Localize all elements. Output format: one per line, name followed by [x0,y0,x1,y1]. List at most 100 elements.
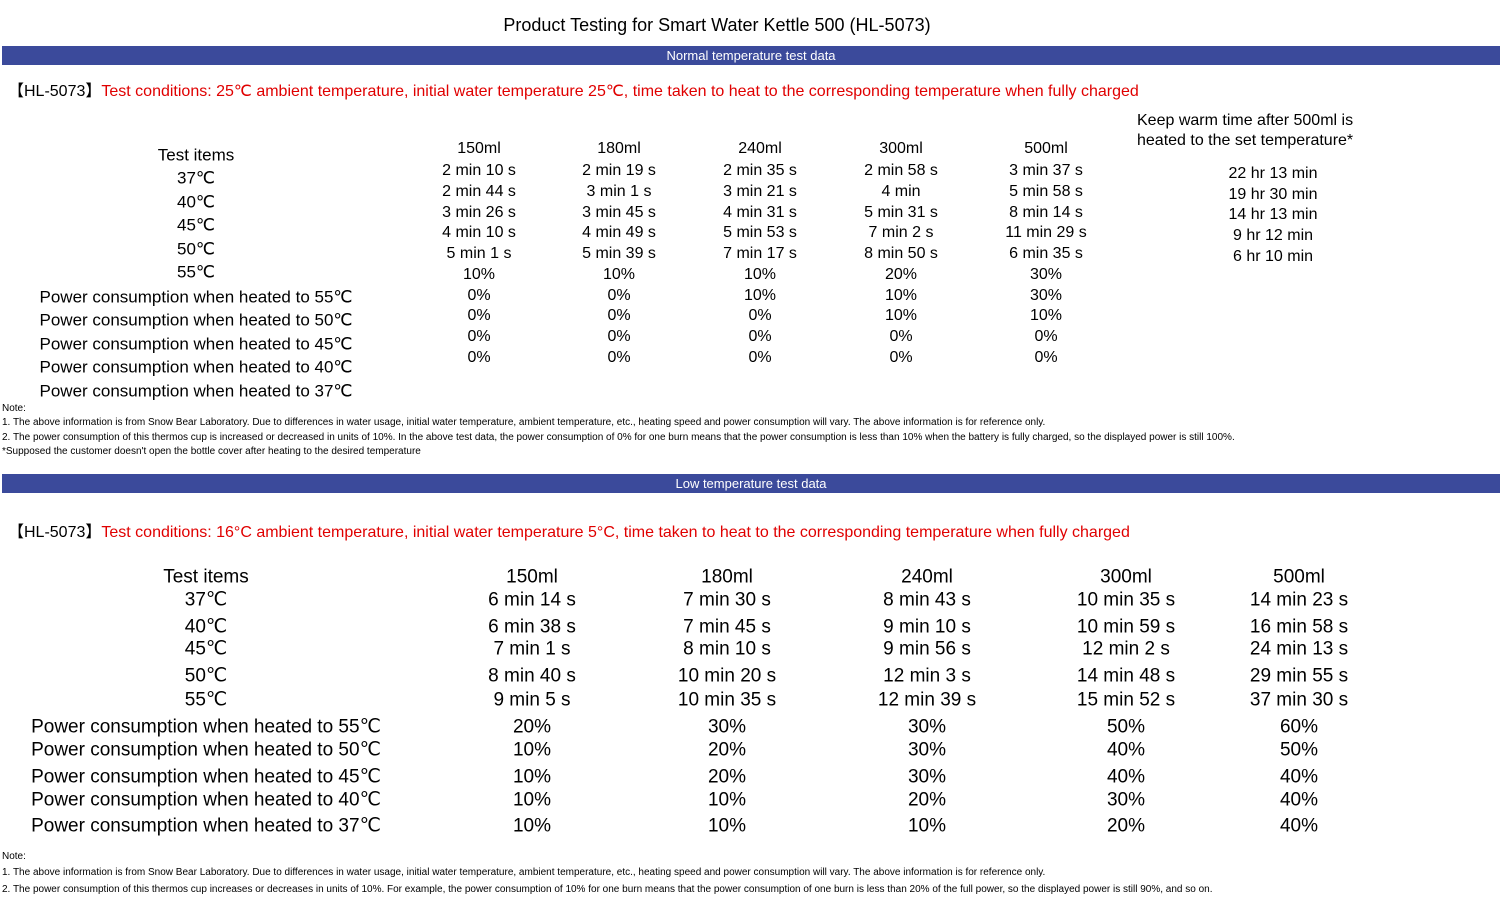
cell: 0% [748,349,772,366]
cell: 7 min 17 s [723,245,797,262]
cell: 30% [707,716,747,738]
cell: 2 min 58 s [864,162,938,179]
cell: 6 min 38 s [488,616,576,638]
cell: 29 min 55 s [1249,665,1349,687]
cell: 10% [707,789,747,811]
cell: 10% [884,287,918,304]
section-banner: Normal temperature test data [2,46,1500,65]
cell: 24 min 13 s [1249,638,1349,660]
keep-warm-value: 6 hr 10 min [1232,247,1314,265]
row-label: 55℃ [176,262,216,282]
keep-warm-value: 14 hr 13 min [1228,206,1318,224]
cell: 50% [1106,716,1146,738]
cell: 40% [1106,739,1146,761]
cell: 4 min [881,183,921,200]
keep-warm-value: 9 hr 12 min [1232,227,1314,245]
cell: 3 min 45 s [582,204,656,221]
cell: 0% [467,287,491,304]
cell: 2 min 35 s [723,162,797,179]
cell: 3 min 37 s [1009,162,1083,179]
row-label: Power consumption when heated to 45℃ [31,766,381,788]
cell: 5 min 53 s [723,224,797,241]
row-label: 37℃ [184,589,228,611]
section-banner: Low temperature test data [2,474,1500,493]
cell: 10 min 20 s [677,665,777,687]
cell: 14 min 23 s [1249,589,1349,611]
cell: 0% [467,307,491,324]
row-label: Power consumption when heated to 55℃ [31,716,381,738]
column-header: 180ml [597,140,641,157]
cell: 0% [1034,328,1058,345]
row-label: 55℃ [184,689,228,711]
column-header: 240ml [901,566,953,588]
title: Product Testing for Smart Water Kettle 5… [503,15,931,35]
cell: 5 min 31 s [864,204,938,221]
cell: 6 min 14 s [488,589,576,611]
cell: 10% [512,739,552,761]
cell: 10% [907,815,947,837]
cell: 10% [743,287,777,304]
cell: 8 min 50 s [864,245,938,262]
cell: 4 min 10 s [442,224,516,241]
note: *Supposed the customer doesn't open the … [2,446,421,457]
test-conditions: Test conditions: 16°C ambient temperatur… [101,524,1130,541]
cell: 10% [602,266,636,283]
cell: 30% [907,739,947,761]
cell: 40% [1279,815,1319,837]
cell: 0% [889,349,913,366]
cell: 2 min 10 s [442,162,516,179]
cell: 10 min 59 s [1076,616,1176,638]
note: 1. The above information is from Snow Be… [2,867,1046,878]
model-prefix: 【HL-5073】 [8,83,102,100]
test-conditions: Test conditions: 25℃ ambient temperature… [101,83,1139,100]
cell: 2 min 44 s [442,183,516,200]
row-label: 50℃ [176,239,216,259]
row-label: 45℃ [184,638,228,660]
cell: 30% [907,716,947,738]
cell: 0% [1034,349,1058,366]
note: Note: [2,403,26,414]
cell: 3 min 21 s [723,183,797,200]
cell: 30% [907,766,947,788]
cell: 8 min 14 s [1009,204,1083,221]
row-label: Power consumption when heated to 37℃ [39,381,353,401]
row-label: 37℃ [176,168,216,188]
note: 2. The power consumption of this thermos… [2,432,1235,443]
keep-warm-value: 19 hr 30 min [1228,185,1318,203]
row-label: Power consumption when heated to 40℃ [39,357,353,377]
keep-warm-header: Keep warm time after 500ml is [1137,112,1354,129]
cell: 0% [607,328,631,345]
row-label: Power consumption when heated to 55℃ [39,287,353,307]
cell: 9 min 10 s [883,616,971,638]
column-header: 500ml [1024,140,1068,157]
cell: 9 min 5 s [493,689,571,711]
cell: 30% [1029,287,1063,304]
cell: 12 min 39 s [877,689,977,711]
cell: 40% [1279,789,1319,811]
cell: 7 min 2 s [868,224,934,241]
cell: 8 min 43 s [883,589,971,611]
cell: 10% [707,815,747,837]
cell: 2 min 19 s [582,162,656,179]
column-header: 300ml [879,140,923,157]
cell: 12 min 2 s [1082,638,1170,660]
cell: 8 min 10 s [683,638,771,660]
cell: 3 min 1 s [586,183,652,200]
model-prefix: 【HL-5073】 [8,524,102,541]
conditions: 【HL-5073】Test conditions: 16°C ambient t… [8,525,1130,541]
cell: 20% [1106,815,1146,837]
cell: 9 min 56 s [883,638,971,660]
column-header: 180ml [701,566,753,588]
cell: 40% [1279,766,1319,788]
row-label: 50℃ [184,665,228,687]
column-header: 150ml [506,566,558,588]
cell: 20% [884,266,918,283]
cell: 6 min 35 s [1009,245,1083,262]
cell: 7 min 30 s [683,589,771,611]
cell: 30% [1029,266,1063,283]
cell: 0% [607,307,631,324]
column-header: 500ml [1273,566,1325,588]
cell: 40% [1106,766,1146,788]
cell: 0% [607,349,631,366]
row-label: Power consumption when heated to 50℃ [31,739,381,761]
